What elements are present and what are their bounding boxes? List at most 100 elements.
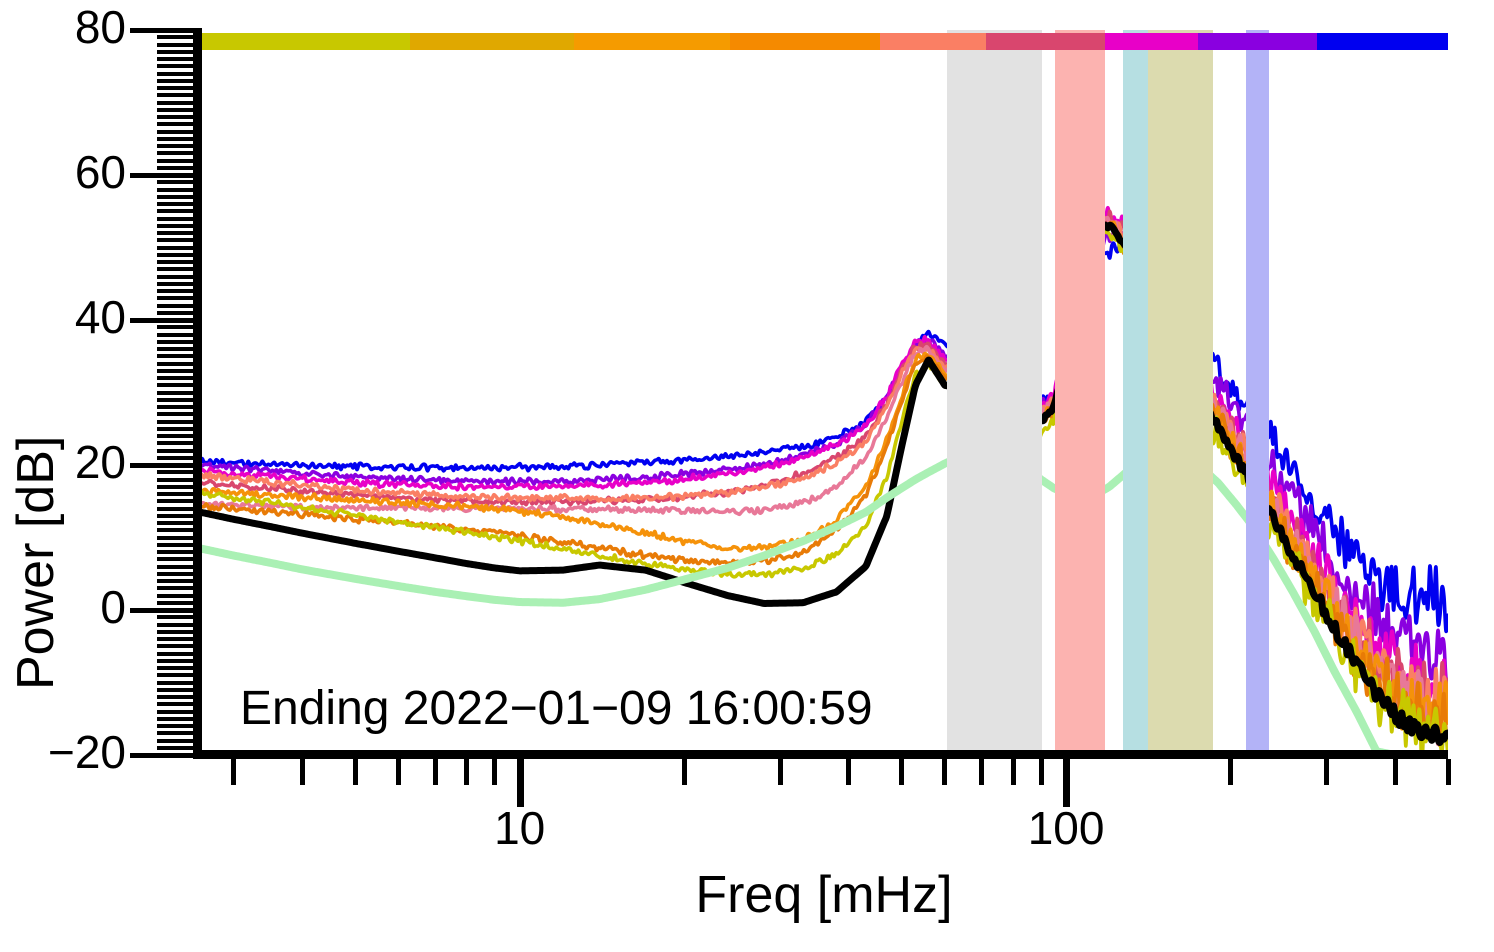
y-minor-tick [157,484,195,489]
y-major-tick [130,27,196,33]
y-minor-tick [157,738,195,743]
y-minor-tick [157,745,195,750]
y-minor-tick [157,557,195,562]
y-minor-tick [157,542,195,547]
y-minor-tick [157,42,195,47]
spectra-curve-group [200,205,1448,755]
y-minor-tick [157,260,195,264]
y-minor-tick [157,477,195,482]
spectrum-curve-violet [200,230,1448,684]
y-minor-tick [157,571,195,576]
y-minor-tick [157,397,195,402]
x-major-tick [516,759,524,807]
band-periwinkle [1245,30,1269,755]
x-minor-tick [1445,759,1451,785]
y-minor-tick [157,492,195,496]
y-minor-tick [157,71,195,76]
y-minor-tick [157,347,195,351]
y-minor-tick [157,600,195,605]
y-minor-tick [157,593,195,598]
y-minor-tick [157,202,195,206]
colorbar-seg-2 [409,33,575,50]
x-minor-tick [899,759,905,785]
y-minor-tick [157,499,195,504]
y-minor-tick [157,716,195,721]
y-minor-tick [157,434,195,438]
y-minor-tick [157,274,195,279]
y-major-tick [130,752,196,758]
colorbar [200,33,1448,50]
y-minor-tick [157,658,195,663]
y-tick-label-60: 60 [74,146,126,198]
x-tick-label-100: 100 [1027,802,1105,854]
y-minor-tick [157,731,195,736]
y-minor-tick [157,151,195,156]
x-minor-tick [1038,759,1044,785]
y-minor-tick [157,115,195,119]
spectrum-curve-dark-orange [200,219,1448,748]
y-minor-tick [157,64,195,69]
colorbar-seg-6 [986,33,1105,50]
y-minor-tick [157,361,195,366]
y-minor-tick [157,550,195,554]
y-minor-tick [157,455,195,460]
y-minor-tick [157,136,195,141]
y-minor-tick [157,86,195,90]
y-minor-tick [157,180,195,185]
x-minor-tick [777,759,783,785]
y-minor-tick [157,564,195,569]
y-minor-tick [157,339,195,344]
y-minor-tick [157,93,195,98]
x-minor-tick [299,759,305,785]
x-minor-tick [1228,759,1234,785]
y-minor-tick [157,368,195,373]
x-tick-label-10: 10 [494,802,546,854]
x-major-tick [1063,759,1071,807]
y-minor-tick [157,441,195,446]
y-minor-tick [157,281,195,286]
colorbar-seg-7 [1104,33,1199,50]
y-major-tick [130,462,196,468]
x-axis-spine [193,750,1448,759]
y-minor-tick [157,513,195,518]
y-minor-tick [157,310,195,315]
y-minor-tick [157,687,195,692]
y-minor-tick [157,223,195,228]
y-minor-tick [157,724,195,728]
spectrum-curve-blue [200,234,1448,634]
x-minor-tick [1010,759,1016,785]
y-minor-tick [157,122,195,127]
y-minor-tick [157,231,195,235]
y-minor-tick [157,673,195,678]
plot-area [200,30,1448,755]
x-minor-tick [1324,759,1330,785]
y-minor-tick [157,144,195,148]
y-minor-tick [157,579,195,583]
band-cyan [1122,30,1148,755]
y-minor-tick [157,194,195,199]
y-minor-tick [157,586,195,591]
band-khaki [1147,30,1214,755]
x-minor-tick [978,759,984,785]
y-minor-tick [157,521,195,525]
y-minor-tick [157,209,195,214]
x-minor-tick [395,759,401,785]
y-minor-tick [157,187,195,192]
colorbar-seg-8 [1198,33,1317,50]
y-minor-tick [157,506,195,511]
x-minor-tick [1392,759,1398,785]
y-minor-tick [157,129,195,134]
y-minor-tick [157,470,195,475]
y-minor-tick [157,57,195,61]
y-tick-label-80: 80 [74,1,126,53]
x-minor-tick [681,759,687,785]
y-major-tick [130,317,196,323]
colorbar-seg-9 [1316,33,1448,50]
y-tick-label--20: −20 [47,726,126,778]
colorbar-seg-5 [880,33,987,50]
x-minor-tick [352,759,358,785]
x-minor-tick [432,759,438,785]
y-minor-tick [157,448,195,453]
y-minor-tick [157,332,195,337]
